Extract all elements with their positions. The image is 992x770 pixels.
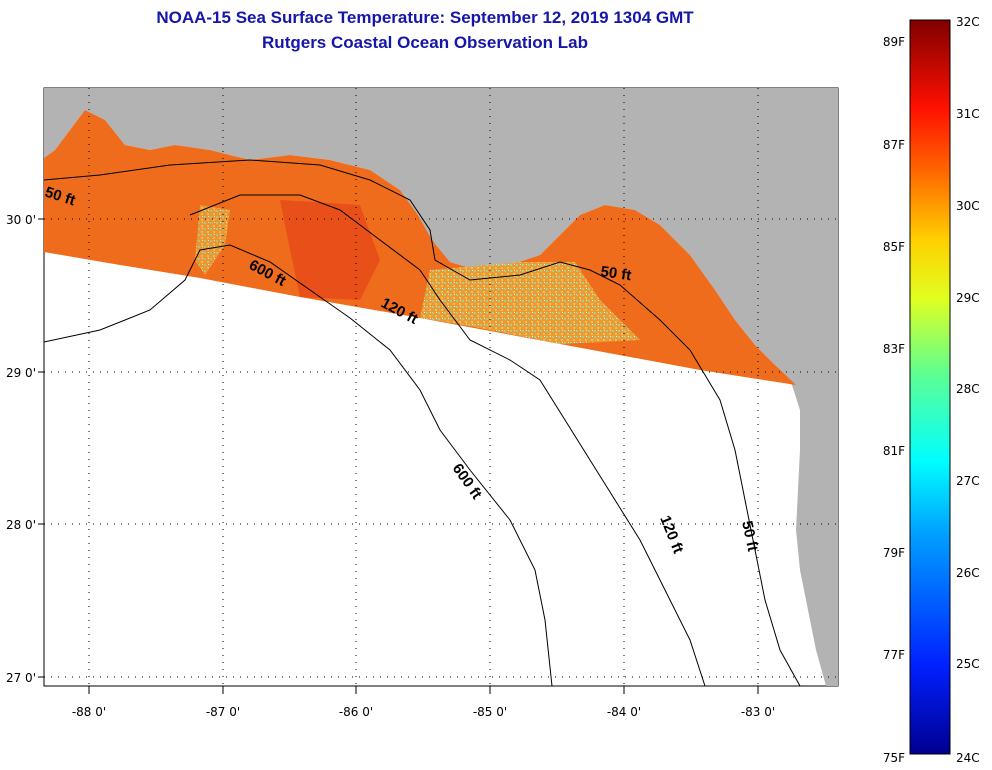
- cb-c-28: 28C: [956, 382, 980, 396]
- lat-label-28: 28 0': [6, 518, 36, 532]
- cb-f-77: 77F: [883, 648, 905, 662]
- land-mass: [44, 88, 838, 686]
- lon-label-85: -85 0': [473, 705, 507, 719]
- cb-c-30: 30C: [956, 199, 980, 213]
- cb-c-29: 29C: [956, 291, 980, 305]
- lon-label-87: -87 0': [206, 705, 240, 719]
- contour-label-50ft-south: 50 ft: [738, 519, 761, 553]
- cb-c-31: 31C: [956, 107, 980, 121]
- cb-c-24: 24C: [956, 751, 980, 765]
- cb-c-26: 26C: [956, 566, 980, 580]
- map-title: NOAA-15 Sea Surface Temperature: Septemb…: [156, 8, 694, 27]
- lat-label-29: 29 0': [6, 366, 36, 380]
- cb-c-32: 32C: [956, 15, 980, 29]
- cb-c-25: 25C: [956, 657, 980, 671]
- cb-f-87: 87F: [883, 138, 905, 152]
- map-subtitle: Rutgers Coastal Ocean Observation Lab: [262, 33, 588, 52]
- contour-600ft: [44, 244, 553, 686]
- contour-label-50ft-east: 50 ft: [599, 263, 632, 284]
- lon-label-84: -84 0': [607, 705, 641, 719]
- axis-ticks: [38, 218, 759, 694]
- cb-f-85: 85F: [883, 240, 905, 254]
- contour-50ft: [44, 159, 801, 686]
- cb-f-83: 83F: [883, 342, 905, 356]
- lon-label-88: -88 0': [72, 705, 106, 719]
- lon-label-83: -83 0': [741, 705, 775, 719]
- lat-label-27: 27 0': [6, 671, 36, 685]
- cb-f-79: 79F: [883, 546, 905, 560]
- cb-f-75: 75F: [883, 751, 905, 765]
- color-bar: [909, 19, 951, 755]
- lat-label-30: 30 0': [6, 213, 36, 227]
- contour-120ft: [189, 194, 706, 686]
- cb-f-81: 81F: [883, 444, 905, 458]
- lon-label-86: -86 0': [339, 705, 373, 719]
- cb-f-89: 89F: [883, 35, 905, 49]
- cb-c-27: 27C: [956, 474, 980, 488]
